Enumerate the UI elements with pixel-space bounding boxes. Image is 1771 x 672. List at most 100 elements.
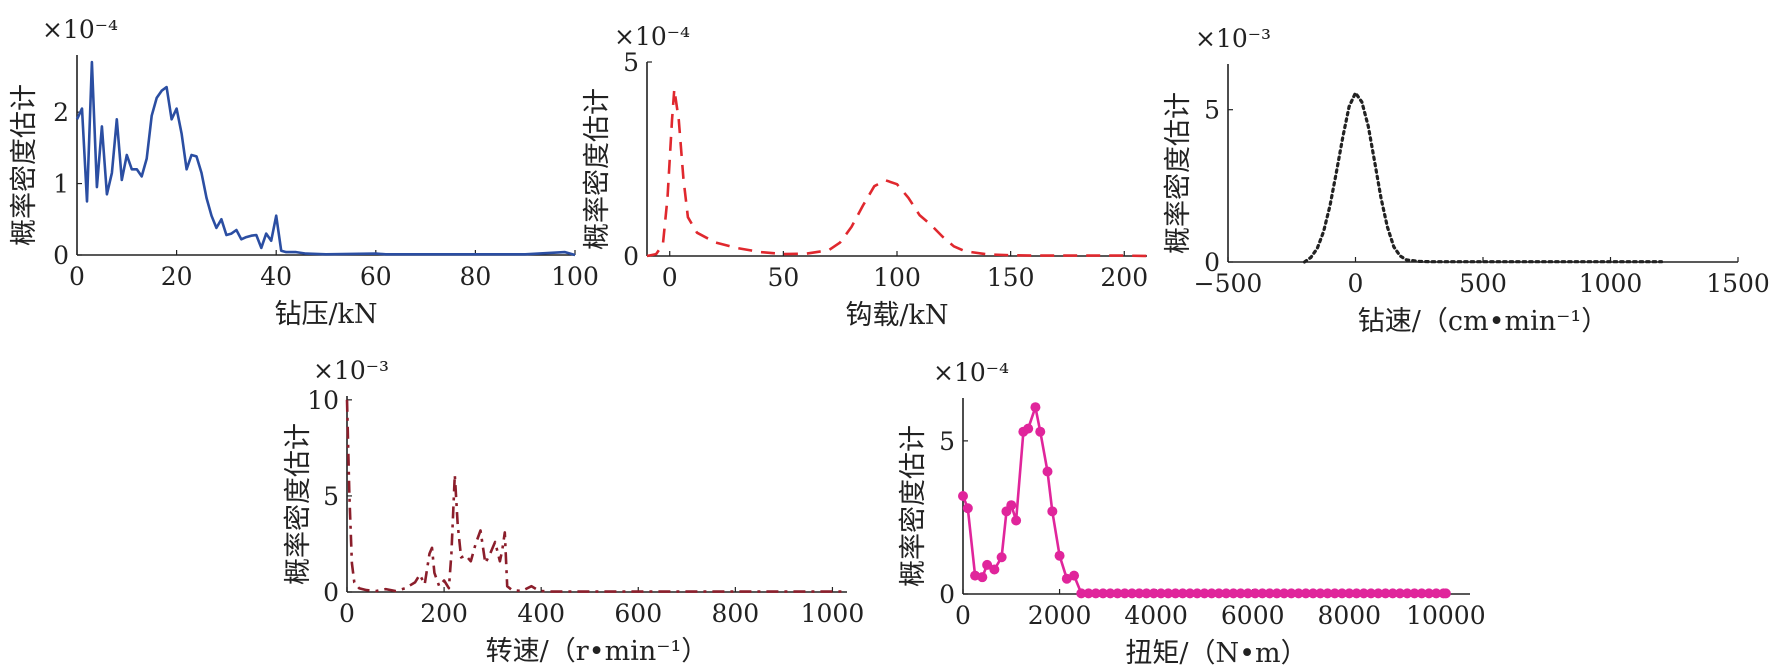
torque-data-point	[958, 491, 968, 501]
bit-pressure-y-tick-label: 1	[53, 170, 69, 199]
torque-data-point	[1177, 588, 1188, 599]
torque-data-point	[1112, 588, 1123, 599]
rop-x-tick-label: 0	[1348, 269, 1364, 298]
hook-load-y-axis-title: 概率密度估计	[582, 88, 613, 250]
bit-pressure-x-tick-label: 100	[551, 262, 599, 291]
bit-pressure-x-tick-label: 40	[260, 262, 292, 291]
torque-data-point	[1351, 588, 1362, 599]
bit-pressure-x-tick-label: 80	[459, 262, 491, 291]
torque-data-point	[1387, 588, 1398, 599]
bit-pressure-y-tick-label: 2	[53, 98, 69, 127]
torque-chart	[958, 398, 1470, 599]
torque-x-axis-title: 扭矩/（N•m）	[1125, 638, 1307, 669]
torque-data-point	[1271, 588, 1282, 599]
torque-data-point	[1423, 588, 1434, 599]
torque-data-point	[1308, 588, 1319, 599]
rotary-speed-x-tick-label: 200	[420, 599, 468, 628]
torque-y-tick-label: 0	[939, 580, 955, 609]
torque-data-point	[1322, 588, 1333, 599]
torque-data-point	[1315, 588, 1326, 599]
torque-data-point	[1035, 426, 1046, 437]
bit-pressure-x-axis-title: 钻压/kN	[274, 299, 377, 330]
rop-x-tick-label: 1000	[1579, 269, 1643, 298]
rop-chart	[1227, 64, 1739, 264]
torque-data-point	[1042, 466, 1053, 477]
rop-y-axis-title: 概率密度估计	[1163, 92, 1194, 254]
rotary-speed-x-axis-title: 转速/（r•min⁻¹）	[486, 636, 709, 667]
torque-data-point	[1293, 588, 1304, 599]
torque-data-point	[1119, 588, 1130, 599]
torque-data-point	[1257, 588, 1268, 599]
torque-x-tick-label: 0	[955, 601, 971, 630]
bit-pressure-series-line	[75, 60, 576, 257]
hook-load-y-tick-label: 0	[623, 242, 639, 271]
torque-data-point	[1127, 588, 1137, 599]
torque-data-point	[1213, 588, 1224, 599]
torque-series-line	[961, 405, 1446, 595]
torque-data-point	[1192, 588, 1203, 599]
torque-data-point	[1242, 588, 1253, 599]
torque-y-tick-label: 5	[939, 427, 955, 456]
torque-data-point	[1358, 588, 1369, 599]
torque-x-tick-label: 8000	[1317, 601, 1381, 630]
torque-x-tick-label: 6000	[1221, 601, 1285, 630]
torque-data-point	[1373, 588, 1384, 599]
rop-exponent-label: ×10⁻³	[1195, 24, 1271, 53]
torque-data-point	[1235, 588, 1246, 599]
hook-load-y-tick-label: 5	[623, 48, 639, 77]
bit-pressure-exponent-label: ×10⁻⁴	[42, 15, 118, 44]
rop-x-tick-label: −500	[1194, 269, 1263, 298]
torque-data-point	[1206, 588, 1217, 599]
torque-data-point	[1402, 588, 1413, 599]
torque-data-point	[1184, 588, 1195, 599]
torque-data-point	[1228, 588, 1239, 599]
rop-y-tick-label: 0	[1204, 248, 1220, 277]
hook-load-x-tick-label: 50	[767, 263, 799, 292]
rotary-speed-exponent-label: ×10⁻³	[313, 356, 389, 385]
torque-data-point	[1090, 588, 1101, 599]
rop-x-tick-label: 500	[1459, 269, 1507, 298]
torque-x-tick-label: 4000	[1124, 601, 1188, 630]
bit-pressure-x-tick-label: 60	[360, 262, 392, 291]
torque-data-point	[1170, 588, 1181, 599]
torque-data-point	[1076, 588, 1087, 599]
hook-load-exponent-label: ×10⁻⁴	[614, 22, 690, 51]
torque-data-point	[1098, 588, 1109, 599]
torque-x-tick-label: 10000	[1406, 601, 1486, 630]
rop-y-tick-label: 5	[1204, 96, 1220, 125]
torque-data-point	[1431, 588, 1442, 599]
torque-data-point	[996, 552, 1007, 563]
hook-load-x-tick-label: 0	[662, 263, 678, 292]
rotary-speed-y-tick-label: 0	[323, 578, 339, 607]
bit-pressure-y-tick-label: 0	[53, 241, 69, 270]
rotary-speed-x-tick-label: 600	[614, 599, 662, 628]
bit-pressure-x-tick-label: 0	[69, 262, 85, 291]
torque-data-point	[962, 503, 973, 514]
bit-pressure-x-tick-label: 20	[161, 262, 193, 291]
torque-data-point	[1105, 588, 1116, 599]
bit-pressure-y-axis-title: 概率密度估计	[9, 84, 40, 246]
hook-load-series-line	[646, 87, 1148, 258]
bit-pressure-chart	[75, 55, 576, 257]
torque-data-point	[1409, 588, 1420, 599]
torque-data-point	[1286, 588, 1297, 599]
torque-data-point	[1366, 588, 1377, 599]
torque-data-point	[989, 564, 1000, 575]
torque-data-point	[1440, 588, 1451, 599]
torque-data-point	[1134, 588, 1145, 599]
rotary-speed-chart	[345, 396, 847, 593]
rotary-speed-y-axis-title: 概率密度估计	[283, 423, 314, 585]
torque-data-point	[1155, 588, 1166, 599]
torque-data-point	[1264, 588, 1275, 599]
torque-data-point	[1011, 515, 1022, 526]
rop-x-axis-title: 钻速/（cm•min⁻¹）	[1358, 306, 1608, 337]
torque-data-point	[1006, 500, 1017, 511]
torque-data-point	[1030, 402, 1041, 413]
torque-data-point	[1083, 588, 1094, 599]
torque-x-tick-label: 2000	[1028, 601, 1092, 630]
rop-series-line	[1302, 91, 1664, 264]
rotary-speed-series-line	[345, 399, 847, 593]
torque-y-axis-title: 概率密度估计	[898, 425, 929, 587]
rotary-speed-x-tick-label: 400	[517, 599, 565, 628]
